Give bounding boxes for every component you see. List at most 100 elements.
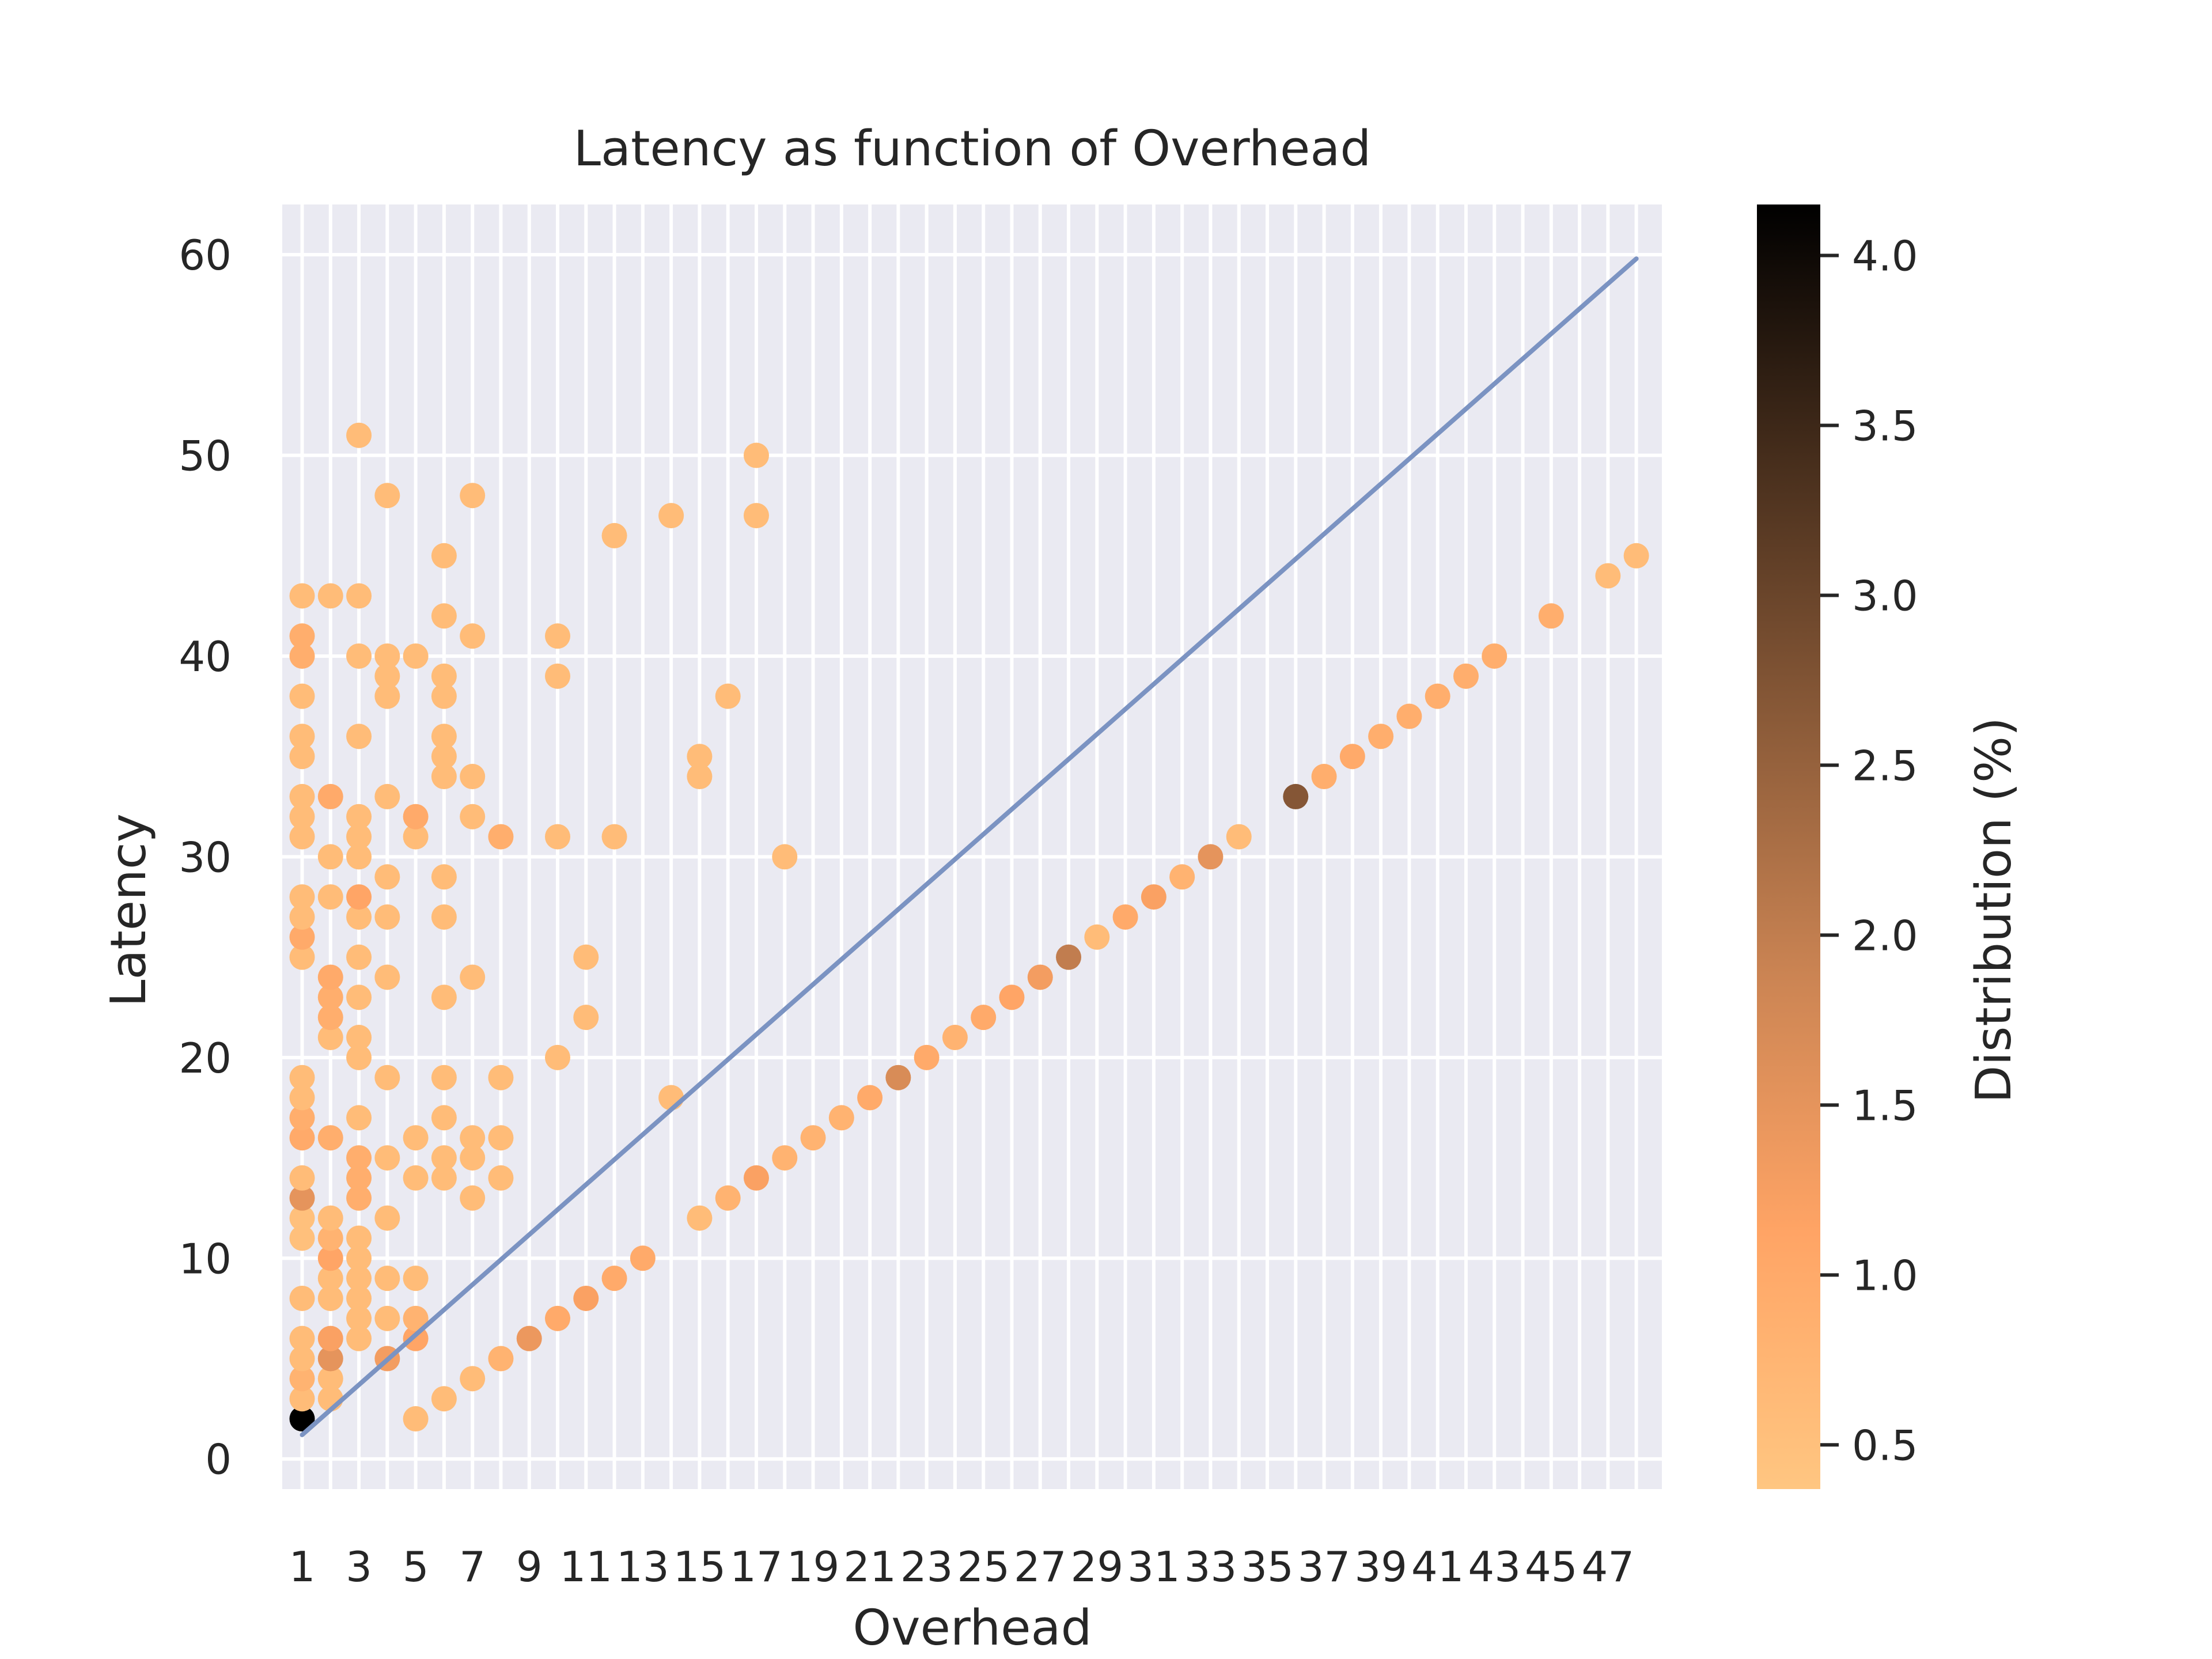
data-point xyxy=(743,503,769,529)
data-point xyxy=(1141,884,1166,910)
data-point xyxy=(431,1065,457,1090)
data-point xyxy=(289,804,315,830)
colorbar-tick-label: 2.5 xyxy=(1852,741,1918,790)
data-point xyxy=(374,683,400,709)
data-point xyxy=(545,1044,571,1070)
data-point xyxy=(545,824,571,850)
data-point xyxy=(431,1105,457,1131)
fit-line-layer xyxy=(300,256,1639,1437)
data-point xyxy=(374,1145,400,1171)
x-tick-label: 9 xyxy=(516,1543,543,1591)
x-tick-label: 21 xyxy=(843,1543,896,1591)
data-point xyxy=(488,1065,514,1090)
data-point xyxy=(545,623,571,649)
data-point xyxy=(317,1285,343,1311)
data-point xyxy=(1538,603,1564,629)
data-point xyxy=(1226,824,1252,850)
data-point xyxy=(346,984,372,1010)
y-tick-label: 20 xyxy=(179,1034,232,1082)
data-point xyxy=(346,643,372,669)
y-tick-label: 10 xyxy=(179,1234,232,1283)
colorbar-tick-label: 4.0 xyxy=(1852,232,1918,280)
data-point xyxy=(460,1145,486,1171)
data-point xyxy=(317,1225,343,1251)
data-point xyxy=(431,724,457,749)
data-point xyxy=(743,442,769,468)
data-point xyxy=(317,1025,343,1051)
x-tick-label: 3 xyxy=(346,1543,372,1591)
y-tick-label: 50 xyxy=(179,432,232,480)
data-point xyxy=(687,1205,713,1231)
data-point xyxy=(346,1225,372,1251)
data-point xyxy=(289,724,315,749)
data-point xyxy=(460,483,486,509)
data-point xyxy=(403,1165,429,1191)
y-tick-label: 0 xyxy=(205,1435,232,1484)
data-point xyxy=(1453,663,1479,689)
fit-line xyxy=(300,256,1639,1437)
data-point xyxy=(346,1285,372,1311)
data-point xyxy=(289,1165,315,1191)
colorbar-tick-label: 1.0 xyxy=(1852,1251,1918,1300)
x-tick-label: 45 xyxy=(1525,1543,1578,1591)
x-tick-label: 29 xyxy=(1071,1543,1124,1591)
data-point xyxy=(1084,924,1110,950)
data-point xyxy=(1339,744,1365,770)
data-point xyxy=(317,964,343,990)
y-tick-label: 40 xyxy=(179,632,232,681)
data-point xyxy=(687,764,713,790)
data-point xyxy=(488,1346,514,1372)
data-point xyxy=(289,1085,315,1111)
y-axis-label: Latency xyxy=(100,813,157,1007)
data-point xyxy=(346,1266,372,1291)
data-point xyxy=(403,1125,429,1151)
data-point xyxy=(289,904,315,930)
data-point xyxy=(289,884,315,910)
data-point xyxy=(289,824,315,850)
colorbar-tick-label: 2.0 xyxy=(1852,911,1918,960)
data-point xyxy=(346,422,372,448)
x-tick-label: 5 xyxy=(403,1543,429,1591)
data-points xyxy=(289,422,1649,1432)
colorbar-ticks: 0.5 1.0 1.5 2.0 2.5 3.0 3.5 4.0 xyxy=(1820,232,1918,1469)
data-point xyxy=(431,683,457,709)
data-point xyxy=(289,683,315,709)
y-tick-label: 60 xyxy=(179,231,232,279)
x-tick-label: 31 xyxy=(1127,1543,1180,1591)
data-point xyxy=(630,1245,656,1271)
data-point xyxy=(1623,543,1649,569)
data-point xyxy=(317,1346,343,1372)
data-point xyxy=(828,1105,854,1131)
x-tick-label: 47 xyxy=(1582,1543,1635,1591)
data-point xyxy=(1056,944,1082,970)
data-point xyxy=(317,1366,343,1392)
data-point xyxy=(573,1005,599,1031)
data-point xyxy=(346,583,372,609)
colorbar-tick-label: 3.5 xyxy=(1852,402,1918,450)
data-point xyxy=(346,1245,372,1271)
colorbar-tick-label: 3.0 xyxy=(1852,571,1918,620)
data-point xyxy=(317,1205,343,1231)
data-point xyxy=(403,824,429,850)
data-point xyxy=(1425,683,1450,709)
x-tick-label: 23 xyxy=(900,1543,953,1591)
data-point xyxy=(289,623,315,649)
data-point xyxy=(403,643,429,669)
data-point xyxy=(885,1065,911,1090)
x-tick-label: 35 xyxy=(1241,1543,1294,1591)
data-point xyxy=(431,984,457,1010)
x-tick-label: 19 xyxy=(787,1543,840,1591)
data-point xyxy=(999,984,1025,1010)
x-tick-label: 11 xyxy=(559,1543,612,1591)
x-tick-label: 1 xyxy=(289,1543,316,1591)
data-point xyxy=(317,884,343,910)
data-point xyxy=(460,804,486,830)
data-point xyxy=(601,824,627,850)
data-point xyxy=(857,1085,883,1111)
colorbar-tick-label: 0.5 xyxy=(1852,1421,1918,1469)
data-point xyxy=(346,1165,372,1191)
colorbar-gradient-bar xyxy=(1757,204,1820,1489)
colorbar: 0.5 1.0 1.5 2.0 2.5 3.0 3.5 4.0 Distribution (%… xyxy=(1757,204,2022,1489)
data-point xyxy=(403,1406,429,1432)
x-tick-label: 7 xyxy=(459,1543,486,1591)
